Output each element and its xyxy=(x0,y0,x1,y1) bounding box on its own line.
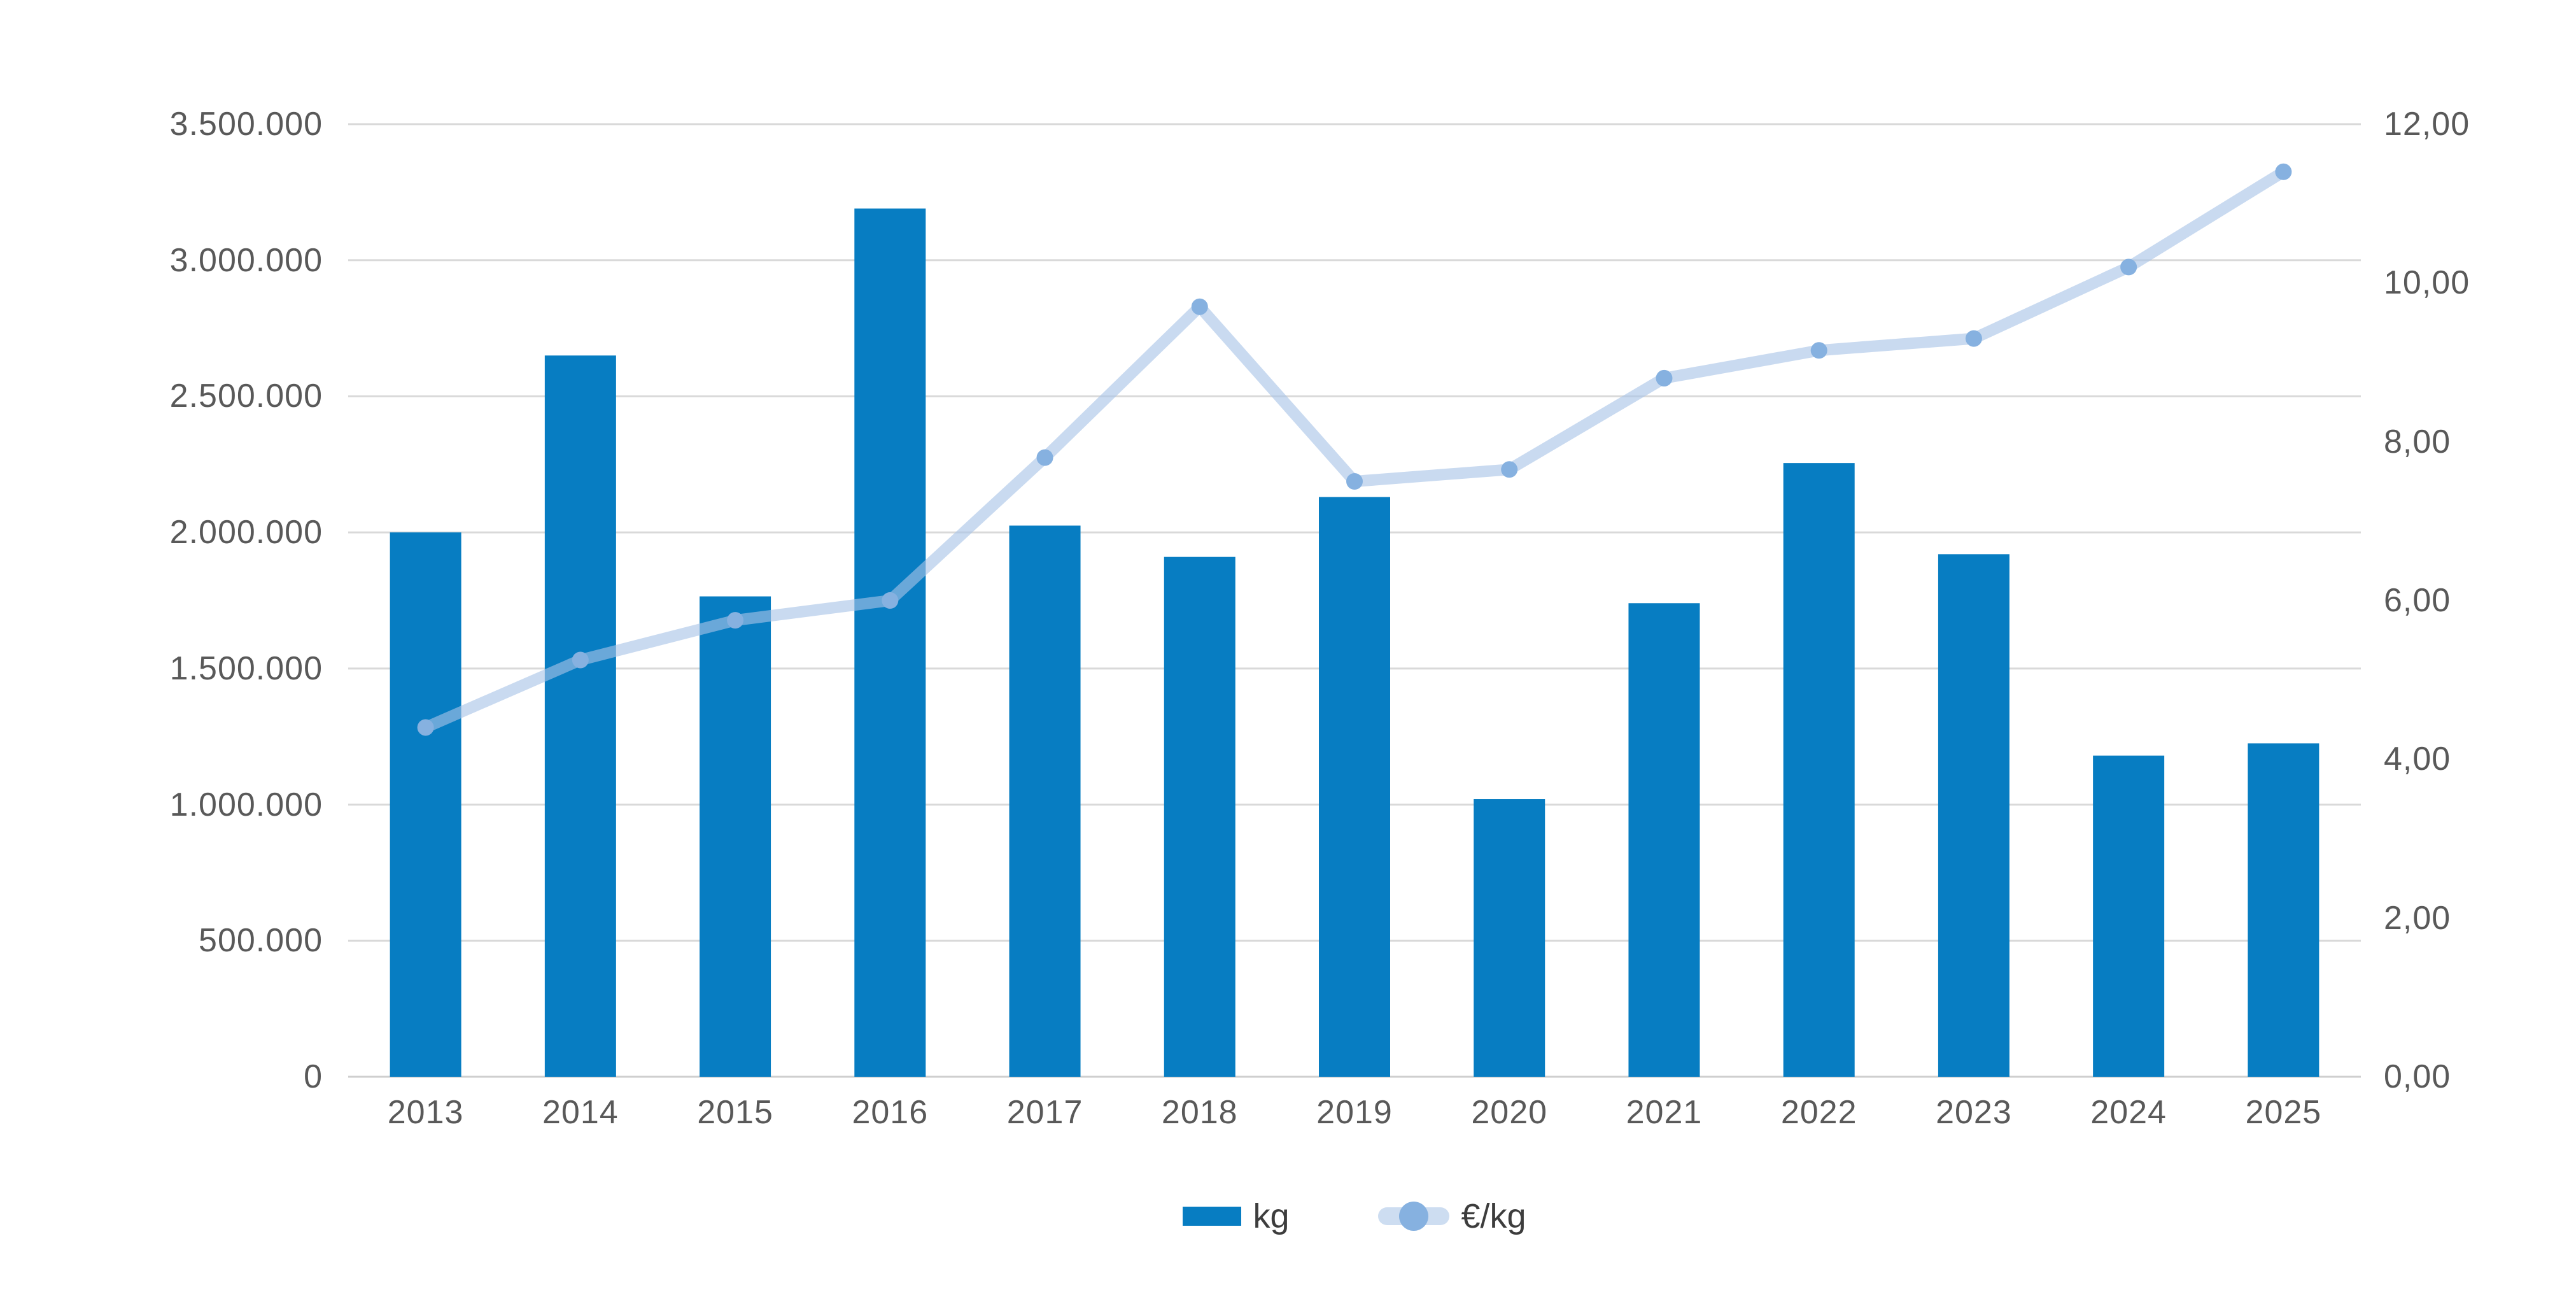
right-tick-12,00: 12,00 xyxy=(2384,106,2470,143)
right-tick-2,00: 2,00 xyxy=(2384,899,2451,937)
left-tick-3.000.000: 3.000.000 xyxy=(169,241,323,279)
right-tick-0,00: 0,00 xyxy=(2384,1058,2451,1095)
kg-bar-swatch-icon xyxy=(1183,1207,1242,1226)
point-2022[interactable] xyxy=(1810,342,1827,359)
x-tick-2017: 2017 xyxy=(1006,1094,1083,1131)
x-tick-2013: 2013 xyxy=(387,1094,464,1131)
bar-2017[interactable] xyxy=(1009,525,1081,1077)
x-tick-2020: 2020 xyxy=(1471,1094,1548,1131)
right-tick-10,00: 10,00 xyxy=(2384,264,2470,302)
left-tick-3.500.000: 3.500.000 xyxy=(169,106,323,143)
x-tick-2014: 2014 xyxy=(542,1094,619,1131)
left-tick-2.500.000: 2.500.000 xyxy=(169,378,323,415)
left-tick-1.500.000: 1.500.000 xyxy=(169,649,323,687)
x-tick-2016: 2016 xyxy=(852,1094,929,1131)
point-2023[interactable] xyxy=(1965,330,1982,347)
bar-2025[interactable] xyxy=(2248,743,2319,1077)
bar-2023[interactable] xyxy=(1938,554,2009,1077)
bar-2013[interactable] xyxy=(390,532,461,1077)
x-tick-2025: 2025 xyxy=(2245,1094,2322,1131)
right-tick-8,00: 8,00 xyxy=(2384,423,2451,460)
bar-2015[interactable] xyxy=(700,596,771,1077)
point-2018[interactable] xyxy=(1191,298,1208,315)
x-tick-2023: 2023 xyxy=(1936,1094,2012,1131)
eur-per-kg-line-swatch-icon xyxy=(1378,1202,1450,1231)
point-2017[interactable] xyxy=(1036,449,1053,466)
x-tick-2015: 2015 xyxy=(697,1094,773,1131)
right-tick-4,00: 4,00 xyxy=(2384,741,2451,778)
point-2024[interactable] xyxy=(2120,259,2137,276)
legend: kg €/kg xyxy=(348,1196,2361,1237)
bar-2014[interactable] xyxy=(544,355,616,1077)
x-tick-2019: 2019 xyxy=(1316,1094,1393,1131)
right-tick-6,00: 6,00 xyxy=(2384,582,2451,619)
eur-per-kg-dot-icon xyxy=(1399,1202,1429,1231)
x-tick-2022: 2022 xyxy=(1780,1094,1857,1131)
point-2020[interactable] xyxy=(1501,461,1518,478)
x-tick-2018: 2018 xyxy=(1161,1094,1238,1131)
legend-item-kg[interactable]: kg xyxy=(1183,1196,1289,1237)
point-2021[interactable] xyxy=(1656,369,1673,387)
point-2016[interactable] xyxy=(882,592,899,609)
bar-2019[interactable] xyxy=(1319,497,1390,1077)
bar-2022[interactable] xyxy=(1783,463,1855,1077)
point-2019[interactable] xyxy=(1346,473,1363,490)
left-tick-2.000.000: 2.000.000 xyxy=(169,514,323,551)
legend-label-eur-per-kg: €/kg xyxy=(1461,1197,1526,1235)
bar-2024[interactable] xyxy=(2093,755,2165,1077)
left-tick-0: 0 xyxy=(304,1058,323,1095)
point-2014[interactable] xyxy=(572,651,589,669)
legend-label-kg: kg xyxy=(1253,1197,1290,1235)
bar-2021[interactable] xyxy=(1628,603,1700,1077)
left-tick-500.000: 500.000 xyxy=(199,922,323,960)
bar-2020[interactable] xyxy=(1474,799,1545,1077)
legend-item-eur-per-kg[interactable]: €/kg xyxy=(1378,1196,1526,1237)
point-2013[interactable] xyxy=(417,719,434,736)
point-2015[interactable] xyxy=(727,612,744,629)
left-tick-1.000.000: 1.000.000 xyxy=(169,786,323,823)
x-tick-2024: 2024 xyxy=(2090,1094,2167,1131)
bar-2016[interactable] xyxy=(854,208,926,1077)
point-2025[interactable] xyxy=(2275,163,2292,180)
bar-2018[interactable] xyxy=(1164,557,1235,1077)
x-tick-2021: 2021 xyxy=(1626,1094,1703,1131)
